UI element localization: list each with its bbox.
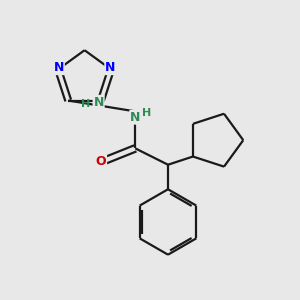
Text: H: H [142, 108, 152, 118]
Text: N: N [105, 61, 116, 74]
Text: O: O [96, 155, 106, 168]
Text: N: N [54, 61, 64, 74]
Text: N: N [130, 111, 140, 124]
Text: H: H [81, 99, 91, 109]
Text: N: N [93, 96, 104, 109]
